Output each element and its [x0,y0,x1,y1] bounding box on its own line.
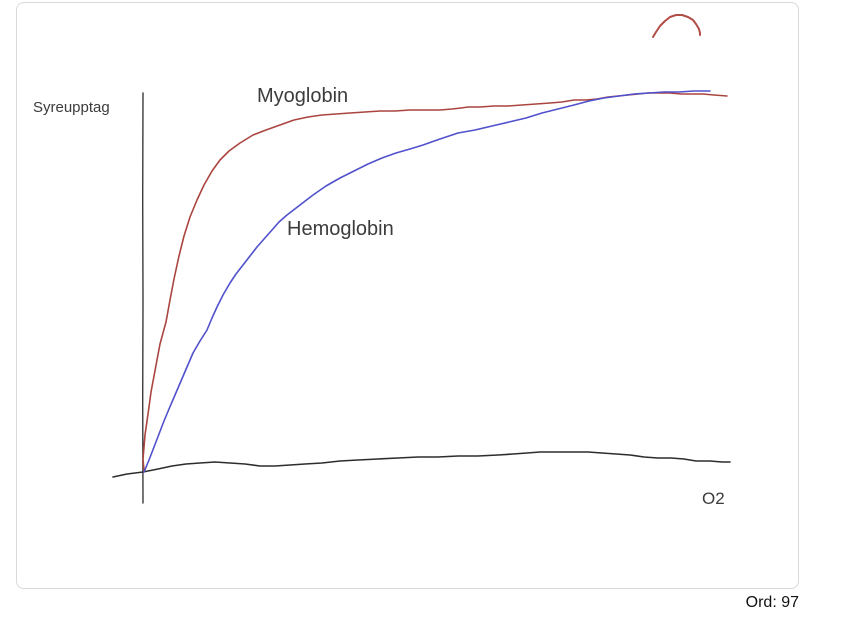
y-axis-label: Syreupptag [33,99,110,116]
x-axis-label: O2 [702,489,725,508]
drawing-canvas-frame[interactable] [16,2,799,589]
word-count-status: Ord: 97 [745,594,799,611]
myoglobin-curve-label: Myoglobin [257,85,349,107]
hemoglobin-curve-label: Hemoglobin [287,218,394,240]
